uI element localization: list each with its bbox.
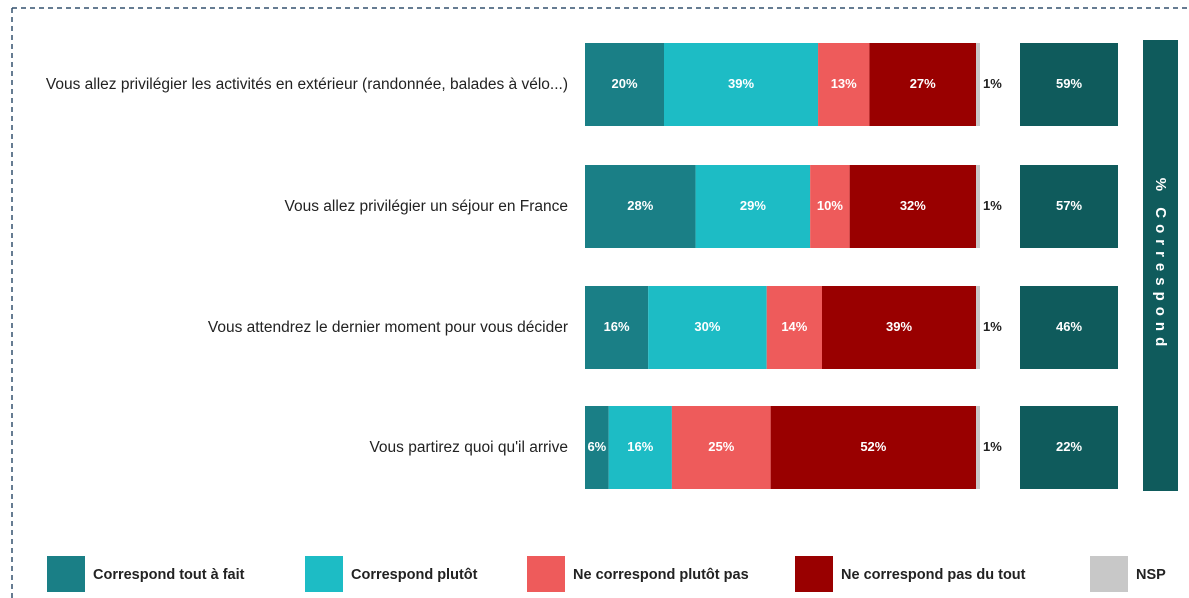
legend-swatch bbox=[305, 556, 343, 592]
bar-segment bbox=[976, 286, 980, 369]
value-label: 29% bbox=[740, 198, 766, 213]
legend-label: NSP bbox=[1136, 567, 1166, 583]
bar-segment bbox=[976, 165, 980, 248]
legend-label: Correspond plutôt bbox=[351, 567, 478, 583]
value-label: 1% bbox=[983, 439, 1002, 454]
value-label: 28% bbox=[627, 198, 653, 213]
bar-segment bbox=[585, 43, 664, 126]
category-label: Vous allez privilégier un séjour en Fran… bbox=[284, 197, 568, 215]
value-label: 16% bbox=[627, 439, 653, 454]
total-label: 22% bbox=[1056, 439, 1082, 454]
bar-segment bbox=[976, 43, 980, 126]
total-box bbox=[1020, 165, 1118, 248]
bar-segment bbox=[770, 406, 977, 489]
category-label: Vous partirez quoi qu'il arrive bbox=[369, 438, 568, 456]
bar-segment bbox=[822, 286, 977, 369]
bar-segment bbox=[695, 165, 811, 248]
total-box bbox=[1020, 43, 1118, 126]
value-label: 1% bbox=[983, 76, 1002, 91]
bar-segment bbox=[810, 165, 850, 248]
bar-segment bbox=[818, 43, 870, 126]
bar-segment bbox=[585, 165, 696, 248]
value-label: 30% bbox=[694, 319, 720, 334]
bar-segment bbox=[664, 43, 819, 126]
value-label: 20% bbox=[611, 76, 637, 91]
legend-swatch bbox=[527, 556, 565, 592]
value-label: 16% bbox=[604, 319, 630, 334]
total-label: 59% bbox=[1056, 76, 1082, 91]
value-label: 32% bbox=[900, 198, 926, 213]
bar-segment bbox=[648, 286, 767, 369]
total-label: 46% bbox=[1056, 319, 1082, 334]
category-label: Vous attendrez le dernier moment pour vo… bbox=[207, 318, 568, 336]
value-label: 14% bbox=[781, 319, 807, 334]
legend-label: Ne correspond pas du tout bbox=[841, 567, 1026, 583]
category-label: Vous allez privilégier les activités en … bbox=[45, 75, 568, 93]
value-label: 1% bbox=[983, 319, 1002, 334]
total-box bbox=[1020, 286, 1118, 369]
totals-band bbox=[1143, 40, 1178, 491]
bar-segment bbox=[585, 286, 649, 369]
legend-label: Correspond tout à fait bbox=[93, 567, 245, 583]
bar-segment bbox=[608, 406, 672, 489]
value-label: 10% bbox=[817, 198, 843, 213]
bar-segment bbox=[671, 406, 771, 489]
value-label: 52% bbox=[860, 439, 886, 454]
legend-label: Ne correspond plutôt pas bbox=[573, 567, 749, 583]
totals-title: % Correspond bbox=[1152, 178, 1169, 353]
bar-segment bbox=[849, 165, 977, 248]
bar-segment bbox=[766, 286, 822, 369]
value-label: 39% bbox=[728, 76, 754, 91]
value-label: 6% bbox=[587, 439, 606, 454]
value-label: 13% bbox=[831, 76, 857, 91]
value-label: 39% bbox=[886, 319, 912, 334]
value-label: 25% bbox=[708, 439, 734, 454]
total-label: 57% bbox=[1056, 198, 1082, 213]
legend-swatch bbox=[47, 556, 85, 592]
bar-segment bbox=[585, 406, 609, 489]
value-label: 1% bbox=[983, 198, 1002, 213]
legend-swatch bbox=[795, 556, 833, 592]
legend-swatch bbox=[1090, 556, 1128, 592]
value-label: 27% bbox=[910, 76, 936, 91]
total-box bbox=[1020, 406, 1118, 489]
bar-segment bbox=[869, 43, 977, 126]
bar-segment bbox=[976, 406, 980, 489]
